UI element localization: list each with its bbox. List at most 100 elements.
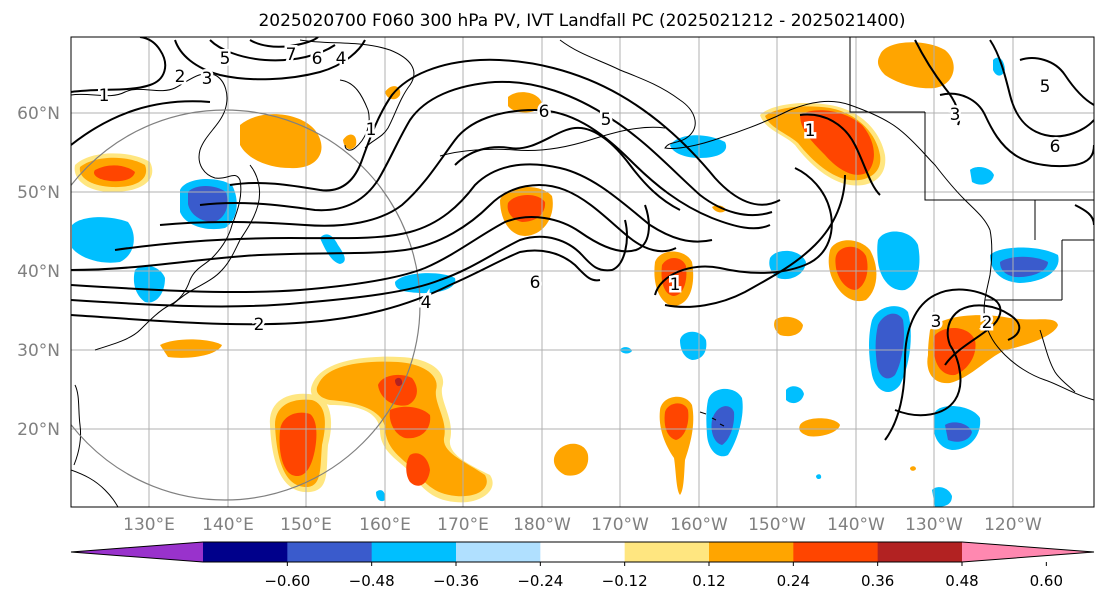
map-area: 1 2 3 5 7 6 4 1 6 5 1 6 4 2 1 3 2 6 5 3: [71, 37, 1094, 507]
lon-label: 150°E: [280, 515, 332, 535]
pos-region: [406, 453, 430, 486]
colorbar-outline: [70, 541, 1095, 563]
contour-label: 1: [670, 275, 681, 295]
coastline-baja: [1039, 329, 1076, 393]
lon-label: 120°W: [984, 515, 1042, 535]
pos-region: [661, 257, 687, 296]
pos-region: [507, 194, 546, 222]
neg-region: [1000, 256, 1048, 278]
pos-region: [395, 377, 403, 387]
colorbar-segment: [371, 542, 457, 562]
pv-contour: [454, 126, 681, 211]
pv-contour: [71, 37, 167, 93]
contour-label: 6: [530, 273, 541, 293]
pos-region: [712, 205, 726, 213]
coastline-hawaii: [699, 411, 725, 427]
colorbar-tick-label: −0.48: [349, 572, 395, 590]
pos-region: [343, 134, 357, 150]
lat-label: 50°N: [17, 183, 60, 203]
neg-region: [320, 234, 345, 264]
lon-label: 140°W: [827, 515, 885, 535]
positive-ivt-regions: [74, 42, 1058, 503]
contour-label: 3: [931, 312, 942, 332]
pos-region: [910, 466, 916, 471]
contour-labels: 1 2 3 5 7 6 4 1 6 5 1 6 4 2 1 3 2 6 5 3: [96, 43, 1063, 338]
neg-region: [970, 167, 994, 185]
colorbar-segment: [456, 542, 541, 562]
pv-contour: [174, 39, 366, 81]
neg-region: [945, 422, 972, 442]
contour-label: 3: [950, 105, 961, 125]
colorbar-segment: [793, 542, 879, 562]
contour-label: 3: [202, 69, 213, 89]
neg-region: [875, 313, 905, 379]
contour-label: 4: [336, 49, 347, 69]
contour-label: 1: [366, 120, 377, 140]
contour-label: 2: [982, 313, 993, 333]
pv-contour: [71, 100, 211, 146]
contour-label: 5: [601, 110, 612, 130]
pos-region: [378, 374, 417, 406]
pv-contour: [159, 108, 771, 230]
neg-region: [993, 57, 1005, 76]
contour-label: 6: [1050, 137, 1061, 157]
pv-contour: [989, 39, 1094, 138]
pv-contour: [209, 39, 336, 62]
contour-label: 5: [1040, 77, 1051, 97]
colorbar-extend-max: [962, 542, 1094, 562]
coastline-siberia: [299, 39, 415, 149]
pv-contour: [71, 219, 628, 308]
pv-contour: [114, 163, 713, 251]
pos-region: [835, 246, 868, 290]
colorbar-tick-label: −0.24: [517, 572, 563, 590]
colorbar-segment: [709, 542, 794, 562]
coastline-northam: [983, 229, 1094, 401]
pos-region: [877, 42, 954, 89]
pv-contour: [914, 39, 961, 126]
pos-region: [774, 316, 803, 337]
colorbar: −0.60 −0.48 −0.36 −0.24 −0.12 0.12 0.24 0.36 0.4…: [70, 541, 1095, 590]
contour-label: 6: [312, 49, 323, 69]
lon-label: 160°W: [670, 515, 728, 535]
pv-contour: [1019, 57, 1094, 106]
lat-label: 20°N: [17, 420, 60, 440]
colorbar-segment: [624, 542, 710, 562]
pv-contour: [71, 184, 677, 271]
pv-contours: [71, 37, 1094, 441]
pos-region: [800, 110, 874, 175]
pv-contour: [229, 58, 781, 206]
contour-label: 4: [421, 293, 432, 313]
pv-contour: [894, 304, 1021, 417]
coastline-aus-png: [71, 469, 119, 507]
lon-label: 140°E: [202, 515, 254, 535]
lon-label: 170°E: [437, 515, 489, 535]
colorbar-tick-label: 0.24: [777, 572, 810, 590]
lon-label: 180°W: [513, 515, 571, 535]
contour-label: 1: [805, 121, 816, 141]
map-frame: [70, 36, 1095, 508]
pos-region: [664, 403, 689, 440]
colorbar-tick-label: 0.36: [861, 572, 894, 590]
coastline-asia: [71, 73, 242, 351]
colorbar-segment: [540, 542, 626, 562]
colorbar-extend-min: [71, 542, 203, 562]
neg-region: [680, 331, 707, 360]
pv-contour: [249, 37, 319, 48]
lat-label: 30°N: [17, 341, 60, 361]
coastline-philippines: [73, 384, 81, 466]
lon-label: 130°W: [905, 515, 963, 535]
pv-contour: [199, 80, 773, 217]
graticule: [71, 37, 1094, 507]
neg-region: [932, 487, 952, 507]
neg-region: [376, 490, 386, 502]
colorbar-tick-label: 0.12: [692, 572, 725, 590]
pos-region: [389, 406, 431, 439]
lon-labels: 130°E 140°E 150°E 160°E 170°E 180°W 170°…: [123, 515, 1042, 535]
neg-region: [816, 474, 822, 480]
pos-region: [94, 165, 135, 182]
colorbar-tick-label: 0.48: [945, 572, 978, 590]
coastline-canada-border: [849, 37, 1094, 301]
contour-label: 5: [220, 49, 231, 69]
colorbar-tick-label: 0.60: [1030, 572, 1063, 590]
pv-contour: [884, 288, 1002, 441]
